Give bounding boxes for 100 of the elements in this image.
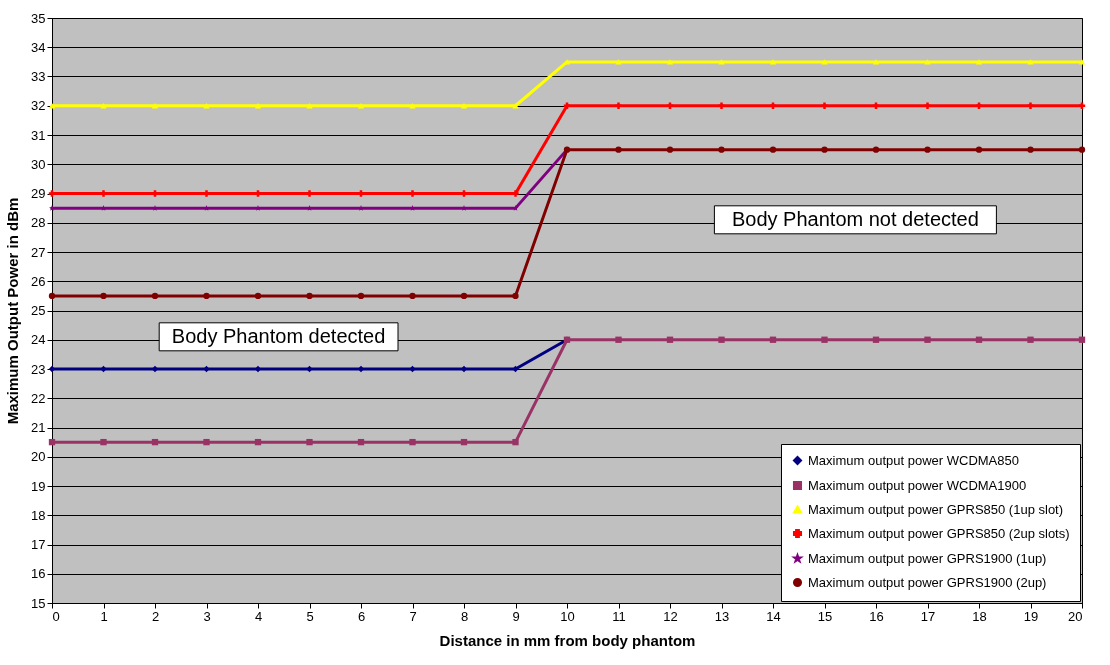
point [718,146,725,153]
y-tick-label: 15 [31,595,46,611]
y-tick-label: 24 [31,332,46,348]
x-tick-label: 17 [920,608,936,624]
y-tick-label: 30 [31,156,46,172]
y-tick-label: 23 [31,361,46,377]
point [615,59,622,65]
point [975,59,983,65]
point [512,365,519,373]
point [1027,146,1034,153]
point [100,204,107,211]
y-tick-label: 16 [31,566,46,582]
point [358,204,364,211]
point [460,292,468,300]
point [254,292,262,300]
point [666,102,674,109]
y-tick-label: 34 [31,39,46,55]
point [100,365,107,373]
legend-label: Maximum output power WCDMA1900 [808,477,1027,493]
x-tick-label: 1 [100,608,108,624]
x-tick-label: 18 [972,608,987,624]
point [512,204,519,211]
point [48,438,56,446]
x-tick-label: 5 [306,608,314,624]
point [1078,102,1086,109]
legend-label: Maximum output power GPRS1900 (1up) [808,550,1047,566]
point [924,59,931,65]
point [718,336,725,343]
x-tick-label: 19 [1023,608,1039,624]
point [100,438,107,446]
point [409,292,416,300]
point [409,365,416,373]
y-tick-label: 29 [31,186,46,201]
point [975,146,983,153]
point [409,438,416,446]
point [357,292,365,300]
x-tick-label: 0 [52,608,60,624]
point [512,292,519,300]
y-tick-label: 18 [31,507,46,523]
point [152,204,158,211]
point [563,102,571,109]
point [666,146,674,153]
point [975,336,983,343]
point [1078,336,1086,343]
point [151,292,159,300]
legend-label: Maximum output power WCDMA850 [808,452,1019,468]
point [769,146,777,153]
point [357,438,365,446]
x-tick-label: 6 [357,608,366,624]
y-tick-label: 20 [31,449,46,465]
point [872,336,880,343]
point [255,204,261,211]
point [151,438,159,446]
point [254,438,262,446]
annotation: Body Phantom detected [171,324,386,347]
y-tick-label: 32 [31,98,46,114]
legend-label: Maximum output power GPRS1900 (2up) [808,574,1047,590]
x-tick-label: 4 [254,608,263,624]
point [203,438,210,446]
point [718,102,725,109]
y-tick-label: 31 [31,127,46,143]
point [48,292,56,300]
point [512,438,519,446]
point [872,146,880,153]
annotation: Body Phantom not detected [731,207,979,230]
y-axis-title: Maximum Output Power in dBm [4,197,22,425]
point [1027,336,1034,343]
point [460,438,468,446]
point [872,102,880,109]
point [821,102,828,109]
point [1027,59,1034,65]
point [306,365,313,373]
point [924,146,931,153]
point [306,438,313,446]
x-tick-label: 15 [817,608,833,624]
legend-label: Maximum output power GPRS850 (1up slot) [808,501,1064,517]
point [975,102,983,109]
y-tick-label: 28 [31,215,46,231]
point [821,336,828,343]
point [821,146,828,153]
point [49,204,55,211]
y-tick-label: 19 [31,478,46,494]
point [769,59,777,65]
x-tick-label: 16 [869,608,884,624]
point [872,59,880,65]
point [306,204,313,211]
point [924,102,931,109]
x-tick-label: 7 [409,608,417,624]
x-tick-label: 14 [766,608,781,624]
point [100,292,107,300]
x-tick-label: 11 [612,608,626,624]
point [203,204,210,211]
point [666,336,674,343]
x-tick-label: 9 [512,608,520,624]
point [461,204,467,211]
point [203,292,210,300]
x-tick-label: 3 [203,608,211,624]
point [1027,102,1034,109]
point [1078,59,1086,65]
x-tick-label: 20 [1068,608,1083,624]
